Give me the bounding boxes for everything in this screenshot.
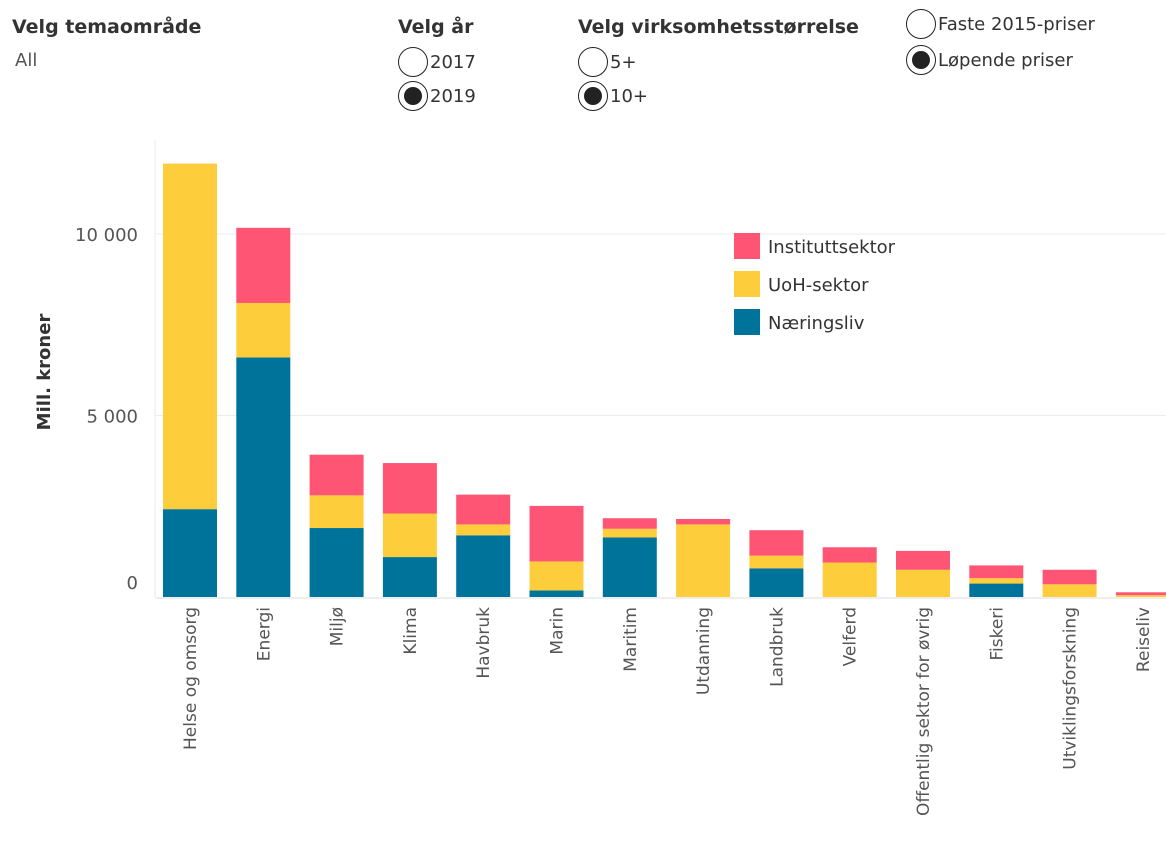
x-tick-label: Fiskeri <box>987 607 1007 661</box>
filter-size-title: Velg virksomhetsstørrelse <box>578 16 859 38</box>
legend-label-uoh-sektor: UoH-sektor <box>768 275 869 296</box>
x-tick-label: Marin <box>548 607 568 655</box>
bars <box>163 163 1166 597</box>
x-tick-label: Miljø <box>328 607 348 646</box>
bar-utdanning-uoh-sektor <box>676 524 731 597</box>
bar-landbruk-instituttsektor <box>749 530 804 556</box>
bar-marin-naeringsliv <box>529 590 584 597</box>
bar-landbruk-uoh-sektor <box>749 555 804 569</box>
legend-label-naeringsliv: Næringsliv <box>768 313 865 334</box>
bar-marin-instituttsektor <box>529 505 584 562</box>
filter-tema-title: Velg temaområde <box>12 16 202 38</box>
price-radio-lopende[interactable] <box>906 45 936 75</box>
filter-tema-value[interactable]: All <box>15 50 38 71</box>
bar-utdanning-instituttsektor <box>676 518 731 525</box>
bar-landbruk-naeringsliv <box>749 568 804 597</box>
bar-fiskeri-naeringsliv <box>969 583 1024 597</box>
size-option-10[interactable]: 10+ <box>578 80 648 112</box>
year-option-label: 2019 <box>430 85 476 107</box>
year-radio-2017[interactable] <box>398 47 428 77</box>
bar-offentlig-sektor-for-ovrig-instituttsektor <box>896 550 950 570</box>
y-tick-label: 10 000 <box>75 225 138 246</box>
bar-marin-uoh-sektor <box>529 561 584 591</box>
bar-miljo-uoh-sektor <box>309 495 364 529</box>
x-tick-label: Klima <box>401 607 421 655</box>
x-tick-label: Utviklingsforskning <box>1061 607 1081 770</box>
x-tick-label: Energi <box>254 607 274 661</box>
price-option-faste[interactable]: Faste 2015-priser <box>906 8 1095 40</box>
bar-utviklingsforskning-uoh-sektor <box>1042 584 1097 597</box>
bar-reiseliv-uoh-sektor <box>1115 595 1166 597</box>
bar-reiseliv-instituttsektor <box>1115 592 1166 596</box>
bar-velferd-uoh-sektor <box>822 562 877 597</box>
bar-energi-naeringsliv <box>236 357 291 597</box>
bar-energi-instituttsektor <box>236 227 291 303</box>
bar-klima-naeringsliv <box>382 557 437 597</box>
bar-havbruk-naeringsliv <box>456 535 511 597</box>
price-option-lopende[interactable]: Løpende priser <box>906 44 1073 76</box>
size-radio-5[interactable] <box>578 47 608 77</box>
bar-havbruk-instituttsektor <box>456 494 511 525</box>
bar-helse-og-omsorg-uoh-sektor <box>163 163 217 510</box>
bar-fiskeri-uoh-sektor <box>969 578 1024 584</box>
bar-fiskeri-instituttsektor <box>969 565 1024 579</box>
price-option-label: Løpende priser <box>938 49 1073 71</box>
bar-maritim-naeringsliv <box>602 537 657 597</box>
year-option-label: 2017 <box>430 51 476 73</box>
price-radio-faste[interactable] <box>906 9 936 39</box>
size-option-label: 10+ <box>610 85 648 107</box>
year-option-2017[interactable]: 2017 <box>398 46 476 78</box>
year-option-2019[interactable]: 2019 <box>398 80 476 112</box>
legend-swatch-naeringsliv <box>734 309 760 335</box>
bar-havbruk-uoh-sektor <box>456 524 511 536</box>
size-radio-10[interactable] <box>578 81 608 111</box>
price-option-label: Faste 2015-priser <box>938 13 1095 35</box>
legend-swatch-instituttsektor <box>734 233 760 259</box>
bar-maritim-instituttsektor <box>602 518 657 529</box>
x-tick-label: Reiseliv <box>1134 607 1154 672</box>
legend: Instituttsektor UoH-sektor Næringsliv <box>734 233 896 335</box>
bar-velferd-instituttsektor <box>822 547 877 563</box>
bar-helse-og-omsorg-naeringsliv <box>163 509 217 597</box>
bar-miljo-instituttsektor <box>309 454 364 496</box>
gridlines <box>154 140 1166 599</box>
bar-energi-uoh-sektor <box>236 302 291 358</box>
x-tick-label: Utdanning <box>694 607 714 695</box>
y-axis: 0 5 000 10 000 <box>75 225 138 594</box>
bar-klima-instituttsektor <box>382 463 437 514</box>
legend-swatch-uoh-sektor <box>734 271 760 297</box>
size-option-5[interactable]: 5+ <box>578 46 637 78</box>
y-axis-label: Mill. kroner <box>34 314 55 431</box>
x-tick-label: Havbruk <box>474 607 494 679</box>
x-tick-label: Landbruk <box>767 607 787 687</box>
bar-maritim-uoh-sektor <box>602 528 657 538</box>
filter-year-title: Velg år <box>398 16 474 38</box>
x-tick-label: Maritim <box>621 607 641 672</box>
x-tick-label: Helse og omsorg <box>181 607 201 750</box>
x-tick-label: Offentlig sektor for øvrig <box>914 607 934 816</box>
bar-miljo-naeringsliv <box>309 528 364 597</box>
bar-utviklingsforskning-instituttsektor <box>1042 569 1097 585</box>
y-tick-label: 0 <box>127 573 138 594</box>
bar-offentlig-sektor-for-ovrig-uoh-sektor <box>896 569 950 597</box>
y-tick-label: 5 000 <box>86 407 138 428</box>
bar-klima-uoh-sektor <box>382 513 437 558</box>
legend-label-instituttsektor: Instituttsektor <box>768 237 896 258</box>
size-option-label: 5+ <box>610 51 637 73</box>
year-radio-2019[interactable] <box>398 81 428 111</box>
x-axis: Helse og omsorg Energi Miljø Klima Havbruk Ma… <box>181 607 1154 816</box>
x-tick-label: Velferd <box>841 607 861 666</box>
